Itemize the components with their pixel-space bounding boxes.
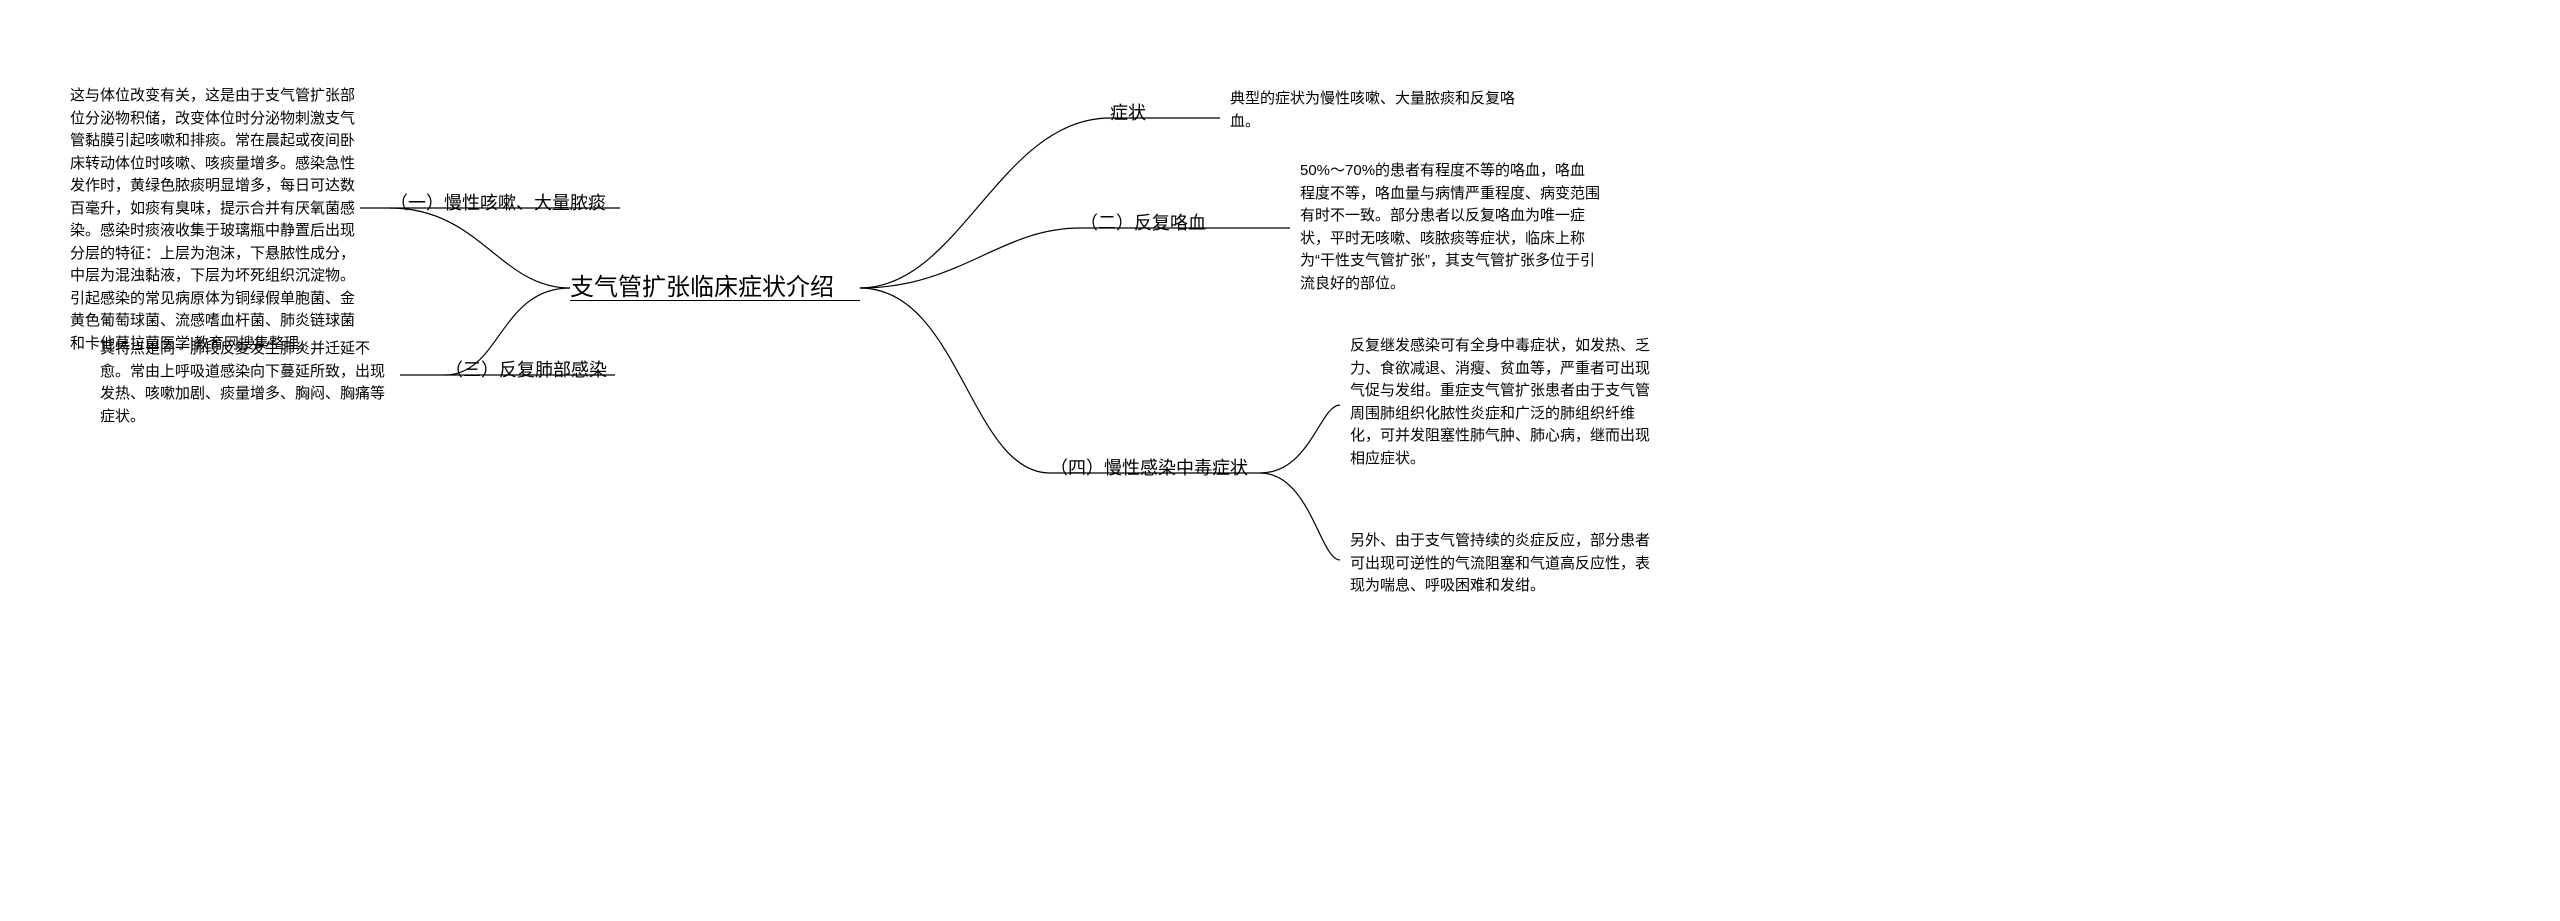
edge [860, 118, 1110, 288]
edge [860, 288, 1050, 473]
edge [860, 228, 1080, 288]
edge-layer [0, 0, 2560, 921]
leaf-b1-0: 这与体位改变有关，这是由于支气管扩张部位分泌物积储，改变体位时分泌物刺激支气管黏… [70, 85, 360, 355]
edge [390, 208, 570, 288]
branch-b0: 症状 [1110, 100, 1146, 127]
branch-b1: （一）慢性咳嗽、大量脓痰 [390, 190, 606, 217]
leaf-b3-0: 其特点是同一肺段反复发生肺炎并迁延不愈。常由上呼吸道感染向下蔓延所致，出现发热、… [100, 338, 390, 428]
branch-b3: （三）反复肺部感染 [445, 357, 607, 384]
branch-b2: （二）反复咯血 [1080, 210, 1206, 237]
leaf-b4-1: 另外、由于支气管持续的炎症反应，部分患者可出现可逆性的气流阻塞和气道高反应性，表… [1350, 530, 1650, 598]
edge [1260, 473, 1340, 560]
edge [1260, 405, 1340, 473]
leaf-b2-0: 50%～70%的患者有程度不等的咯血，咯血程度不等，咯血量与病情严重程度、病变范… [1300, 160, 1600, 295]
leaf-b0-0: 典型的症状为慢性咳嗽、大量脓痰和反复咯血。 [1230, 88, 1530, 133]
branch-b4: （四）慢性感染中毒症状 [1050, 455, 1248, 482]
center-underline [570, 300, 860, 301]
leaf-b4-0: 反复继发感染可有全身中毒症状，如发热、乏力、食欲减退、消瘦、贫血等，严重者可出现… [1350, 335, 1650, 470]
